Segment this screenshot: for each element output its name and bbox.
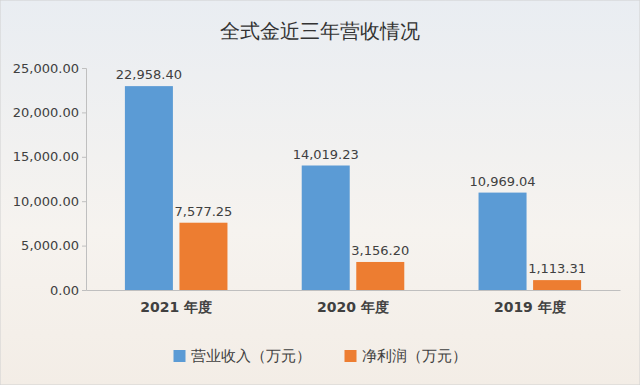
x-tick: 2020 年度: [317, 290, 389, 315]
x-tick: 2019 年度: [494, 290, 566, 315]
x-tick-label: 2019 年度: [494, 299, 566, 315]
legend-item: 净利润（万元）: [345, 347, 467, 365]
bar: [533, 280, 581, 290]
legend-label: 营业收入（万元）: [191, 347, 311, 365]
y-tick-mark: [82, 246, 86, 247]
y-tick: 20,000.00: [13, 105, 86, 120]
bars: [125, 86, 581, 290]
data-label: 3,156.20: [351, 243, 409, 258]
y-tick-label: 0.00: [50, 283, 79, 298]
y-tick-label: 10,000.00: [13, 194, 79, 209]
data-label: 22,958.40: [116, 67, 182, 82]
y-axis: 0.00 5,000.00 10,000.00 15,000.00 20,000.00 2…: [13, 61, 87, 298]
legend-swatch: [345, 350, 357, 362]
y-tick: 0.00: [50, 283, 86, 298]
y-tick: 25,000.00: [13, 61, 86, 76]
y-tick: 5,000.00: [21, 238, 86, 253]
data-label: 14,019.23: [293, 147, 359, 162]
bar: [479, 193, 527, 290]
plot: 0.00 5,000.00 10,000.00 15,000.00 20,000.00 2…: [13, 61, 621, 315]
y-tick: 10,000.00: [13, 194, 86, 209]
y-tick-mark: [82, 112, 86, 113]
data-labels: 22,958.40 14,019.23 10,969.04 7,577.25 3,156…: [116, 67, 586, 276]
y-tick-label: 25,000.00: [13, 61, 79, 76]
bar: [125, 86, 173, 290]
title: 全式金近三年营收情况: [220, 19, 420, 43]
legend: 营业收入（万元） 净利润（万元）: [174, 347, 467, 365]
x-axis-line: [87, 290, 621, 291]
y-tick-label: 15,000.00: [13, 149, 79, 164]
x-tick-label: 2020 年度: [317, 299, 389, 315]
x-tick: 2021 年度: [140, 290, 212, 315]
y-tick-mark: [82, 201, 86, 202]
y-tick-label: 5,000.00: [21, 238, 79, 253]
chart: 全式金近三年营收情况 0.00 5,000.00 10,000.00 15,000.00…: [0, 0, 640, 385]
data-label: 10,969.04: [469, 174, 535, 189]
bar: [356, 262, 404, 290]
legend-item: 营业收入（万元）: [174, 347, 311, 365]
legend-swatch: [174, 350, 186, 362]
y-tick: 15,000.00: [13, 149, 86, 164]
y-axis-line: [82, 69, 87, 291]
y-tick-mark: [82, 290, 86, 291]
x-tick-label: 2021 年度: [140, 299, 212, 315]
y-tick-mark: [82, 157, 86, 158]
y-tick-mark: [82, 68, 86, 69]
data-label: 7,577.25: [175, 204, 233, 219]
background: [0, 0, 640, 385]
y-tick-label: 20,000.00: [13, 105, 79, 120]
bar: [302, 166, 350, 290]
x-axis: 2021 年度 2020 年度 2019 年度: [87, 290, 621, 315]
data-label: 1,113.31: [528, 261, 586, 276]
legend-label: 净利润（万元）: [362, 347, 467, 365]
bar: [179, 223, 227, 290]
